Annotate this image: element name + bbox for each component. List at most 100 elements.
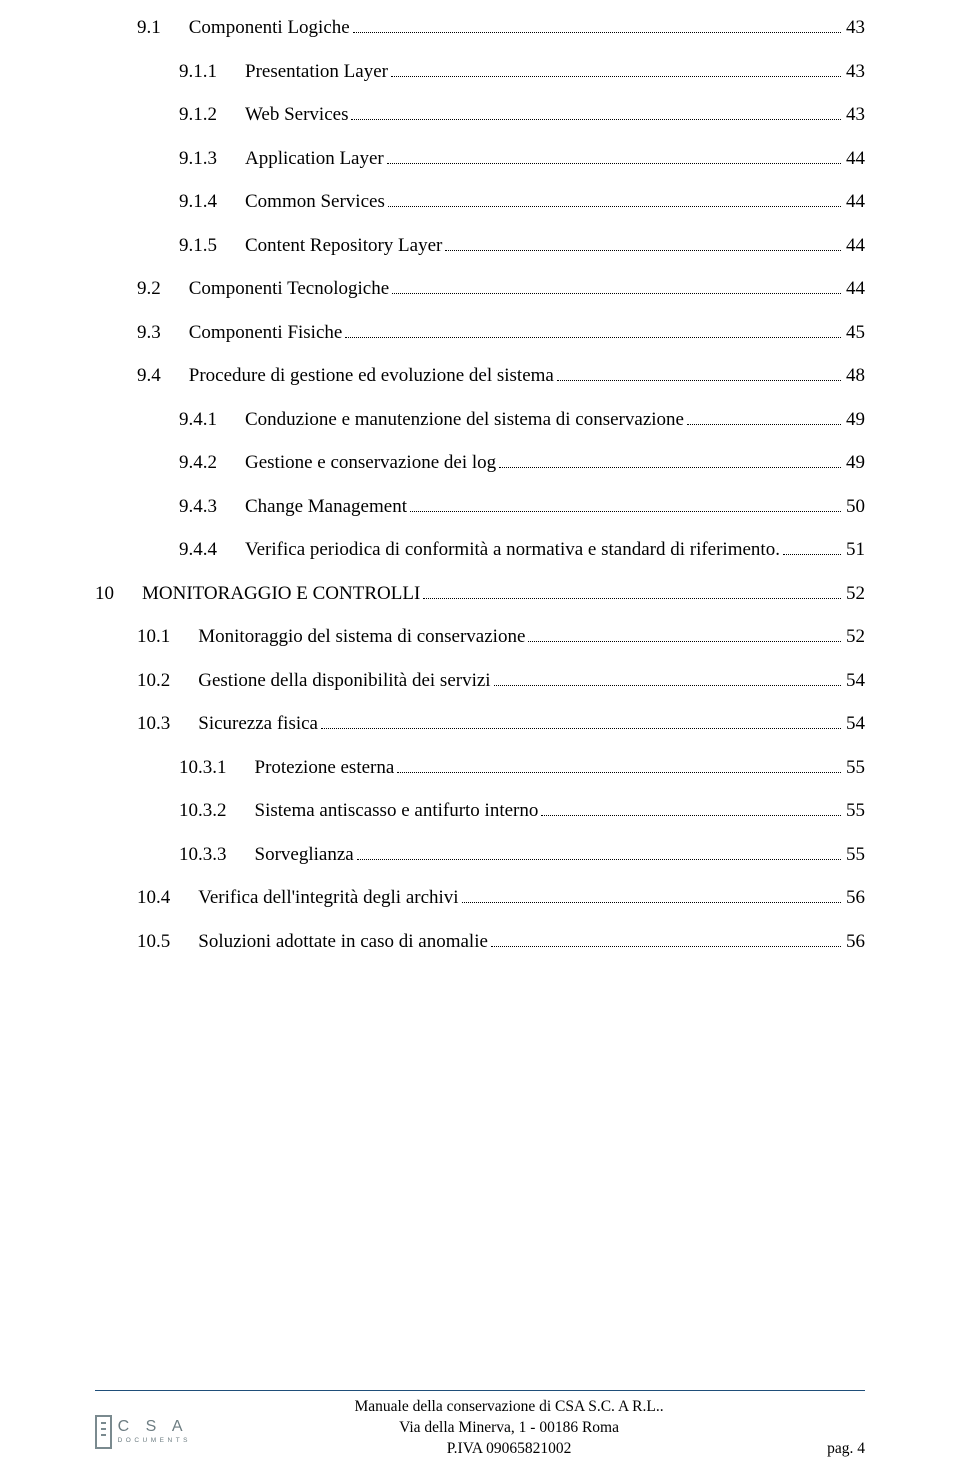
toc-entry-page: 49: [844, 410, 865, 429]
toc-entry-page: 56: [844, 888, 865, 907]
toc-entry: 10.3.3Sorveglianza55: [95, 845, 865, 864]
toc-dot-leader: [491, 932, 841, 946]
toc-entry: 9.4Procedure di gestione ed evoluzione d…: [95, 366, 865, 385]
toc-dot-leader: [462, 889, 841, 903]
toc-entry-page: 50: [844, 497, 865, 516]
toc-entry: 9.2Componenti Tecnologiche 44: [95, 279, 865, 298]
toc-entry-title: Componenti Logiche: [189, 18, 350, 37]
footer-rule: [95, 1390, 865, 1391]
toc-entry-page: 52: [844, 584, 865, 603]
footer-line-3: P.IVA 09065821002: [191, 1439, 827, 1460]
toc-entry-number: 10.5: [137, 932, 198, 951]
footer-line-2: Via della Minerva, 1 - 00186 Roma: [191, 1418, 827, 1439]
toc-entry-title: Procedure di gestione ed evoluzione del …: [189, 366, 554, 385]
toc-entry-title: Change Management: [245, 497, 407, 516]
toc-entry: 10.4Verifica dell'integrità degli archiv…: [95, 888, 865, 907]
toc-entry-number: 10.2: [137, 671, 198, 690]
toc-entry-number: 9.4.4: [179, 540, 245, 559]
toc-entry-page: 54: [844, 714, 865, 733]
document-icon: [95, 1415, 112, 1449]
toc-entry: 9.4.1Conduzione e manutenzione del siste…: [95, 410, 865, 429]
toc-entry-number: 9.4.2: [179, 453, 245, 472]
toc-dot-leader: [353, 19, 841, 33]
toc-entry-title: Gestione e conservazione dei log: [245, 453, 496, 472]
toc-entry: 9.4.3Change Management 50: [95, 497, 865, 516]
toc-entry-number: 9.1.5: [179, 236, 245, 255]
toc-dot-leader: [321, 715, 841, 729]
toc-entry-title: Web Services: [245, 105, 348, 124]
toc-entry-number: 10.3.2: [179, 801, 255, 820]
toc-entry: 9.1.5Content Repository Layer44: [95, 236, 865, 255]
toc-entry-title: Conduzione e manutenzione del sistema di…: [245, 410, 684, 429]
toc-entry-number: 9.4.1: [179, 410, 245, 429]
footer-line-1: Manuale della conservazione di CSA S.C. …: [191, 1397, 827, 1418]
toc-entry-page: 51: [844, 540, 865, 559]
toc-dot-leader: [557, 367, 841, 381]
toc-dot-leader: [397, 758, 841, 772]
toc-dot-leader: [528, 628, 841, 642]
toc-entry: 10.3.1Protezione esterna 55: [95, 758, 865, 777]
toc-entry-number: 9.1.3: [179, 149, 245, 168]
footer-center-text: Manuale della conservazione di CSA S.C. …: [191, 1397, 827, 1460]
toc-entry-page: 55: [844, 758, 865, 777]
toc-dot-leader: [357, 845, 841, 859]
toc-entry: 10.5Soluzioni adottate in caso di anomal…: [95, 932, 865, 951]
toc-entry-number: 10: [95, 584, 142, 603]
toc-entry-page: 43: [844, 18, 865, 37]
toc-entry-number: 10.3.1: [179, 758, 255, 777]
toc-entry-number: 9.1.4: [179, 192, 245, 211]
toc-dot-leader: [445, 236, 841, 250]
toc-dot-leader: [388, 193, 841, 207]
toc-dot-leader: [345, 323, 841, 337]
toc-entry: 9.4.4Verifica periodica di conformità a …: [95, 540, 865, 559]
toc-entry-number: 9.3: [137, 323, 189, 342]
toc-entry-title: Protezione esterna: [255, 758, 395, 777]
toc-dot-leader: [423, 584, 841, 598]
toc-dot-leader: [410, 497, 841, 511]
toc-entry-number: 9.2: [137, 279, 189, 298]
toc-entry-page: 45: [844, 323, 865, 342]
toc-entry-title: Common Services: [245, 192, 385, 211]
toc-entry-title: Sicurezza fisica: [198, 714, 318, 733]
toc-entry-number: 9.4.3: [179, 497, 245, 516]
toc-entry-title: MONITORAGGIO E CONTROLLI: [142, 584, 420, 603]
logo-letters: C S A: [118, 1419, 191, 1435]
toc-entry-title: Sorveglianza: [255, 845, 354, 864]
logo-text: C S A DOCUMENTS: [118, 1419, 191, 1445]
toc-entry-page: 55: [844, 801, 865, 820]
toc-entry-number: 10.4: [137, 888, 198, 907]
toc-entry: 10.3Sicurezza fisica 54: [95, 714, 865, 733]
toc-entry-title: Gestione della disponibilità dei servizi: [198, 671, 490, 690]
toc-entry-title: Application Layer: [245, 149, 384, 168]
toc-entry-title: Content Repository Layer: [245, 236, 442, 255]
table-of-contents: 9.1Componenti Logiche439.1.1Presentation…: [95, 18, 865, 951]
document-page: 9.1Componenti Logiche439.1.1Presentation…: [0, 0, 960, 1476]
toc-entry-title: Componenti Tecnologiche: [189, 279, 389, 298]
toc-entry-page: 44: [844, 279, 865, 298]
toc-entry: 10.1Monitoraggio del sistema di conserva…: [95, 627, 865, 646]
toc-entry-page: 55: [844, 845, 865, 864]
toc-entry: 9.3Componenti Fisiche 45: [95, 323, 865, 342]
toc-entry-page: 43: [844, 62, 865, 81]
toc-entry-number: 9.4: [137, 366, 189, 385]
toc-entry: 9.1.3Application Layer 44: [95, 149, 865, 168]
footer-row: C S A DOCUMENTS Manuale della conservazi…: [95, 1397, 865, 1460]
toc-entry-page: 44: [844, 149, 865, 168]
toc-dot-leader: [499, 454, 841, 468]
toc-entry: 9.4.2Gestione e conservazione dei log 49: [95, 453, 865, 472]
toc-dot-leader: [541, 802, 841, 816]
toc-dot-leader: [687, 410, 841, 424]
toc-entry-title: Monitoraggio del sistema di conservazion…: [198, 627, 525, 646]
toc-entry-number: 10.3: [137, 714, 198, 733]
toc-entry: 10.2Gestione della disponibilità dei ser…: [95, 671, 865, 690]
toc-entry-title: Componenti Fisiche: [189, 323, 343, 342]
toc-entry: 9.1Componenti Logiche43: [95, 18, 865, 37]
toc-dot-leader: [392, 280, 841, 294]
toc-entry-page: 48: [844, 366, 865, 385]
toc-entry-page: 44: [844, 192, 865, 211]
company-logo: C S A DOCUMENTS: [95, 1404, 191, 1460]
toc-entry-number: 9.1.2: [179, 105, 245, 124]
toc-dot-leader: [387, 149, 841, 163]
page-number: pag. 4: [827, 1440, 865, 1460]
toc-entry-page: 49: [844, 453, 865, 472]
